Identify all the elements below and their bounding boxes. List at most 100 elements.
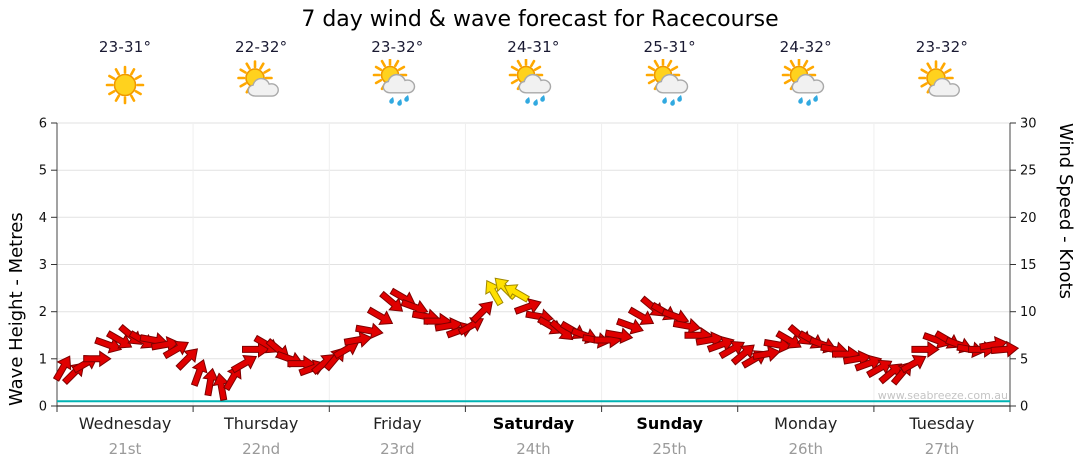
x-label-column: Thursday 22nd <box>193 414 329 458</box>
x-label-column: Saturday 24th <box>465 414 601 458</box>
wind-arrow <box>71 355 99 374</box>
wind-arrow <box>752 345 781 362</box>
wind-arrow <box>604 327 634 345</box>
day-date: 22nd <box>242 440 281 458</box>
weather-icon-art <box>918 60 960 97</box>
right-axis-label: Wind Speed - Knots <box>1055 123 1076 299</box>
day-date: 23rd <box>380 440 415 458</box>
weather-icon-art <box>237 60 280 97</box>
wind-arrow <box>485 279 504 307</box>
temperature-range: 24-31° <box>507 38 560 56</box>
wave-axis-tick: 5 <box>39 164 47 179</box>
x-label-column: Sunday 25th <box>602 414 738 458</box>
temperature-range: 24-32° <box>779 38 832 56</box>
weather-icon-showers <box>371 57 423 111</box>
wind-arrow <box>900 355 927 374</box>
day-date: 24th <box>516 440 551 458</box>
wind-arrow <box>616 317 644 335</box>
wind-arrow <box>52 355 72 382</box>
wind-arrow <box>83 350 112 368</box>
day-date: 21st <box>108 440 142 458</box>
weather-icon-showers <box>780 57 832 111</box>
day-date: 26th <box>788 440 823 458</box>
weather-icon-art <box>105 65 145 105</box>
wind-axis-tick: 5 <box>1020 352 1028 367</box>
wind-axis-tick: 25 <box>1020 164 1037 179</box>
wind-arrow <box>627 306 655 325</box>
weather-icon-art <box>509 57 552 106</box>
wave-axis-tick: 4 <box>39 211 47 226</box>
day-name: Thursday <box>223 414 299 433</box>
wave-axis-tick: 0 <box>39 400 47 415</box>
wind-axis-tick: 15 <box>1020 258 1037 273</box>
day-header: 22-32° <box>193 38 329 111</box>
day-header: 24-31° <box>465 38 601 111</box>
wind-arrow <box>672 317 702 335</box>
day-name: Sunday <box>636 414 703 433</box>
weather-icon-partly-cloudy <box>916 59 968 111</box>
day-header: 25-31° <box>602 38 738 111</box>
temperature-range: 23-31° <box>98 38 152 56</box>
wind-arrow <box>175 348 199 371</box>
wind-axis-tick: 0 <box>1020 400 1028 415</box>
watermark: www.seabreeze.com.au <box>877 389 1008 402</box>
wind-arrow <box>911 340 940 358</box>
wind-arrow <box>730 344 755 366</box>
wind-arrow <box>503 284 530 303</box>
wave-axis-tick: 1 <box>39 352 47 367</box>
day-date: 27th <box>924 440 960 458</box>
weather-icon-sunny <box>99 59 151 111</box>
page-title: 7 day wind & wave forecast for Racecours… <box>301 7 779 32</box>
wind-arrow <box>105 330 133 349</box>
temperature-range: 23-32° <box>371 38 424 56</box>
weather-icon-art <box>781 57 824 106</box>
day-name: Monday <box>774 414 838 433</box>
wind-arrow <box>775 330 802 349</box>
weather-icon-art <box>373 57 416 106</box>
temperature-range: 22-32° <box>234 38 288 56</box>
wind-arrow <box>379 290 404 312</box>
wind-arrow <box>355 322 384 340</box>
day-header: 24-32° <box>738 38 874 111</box>
wind-arrow <box>212 372 230 402</box>
wind-axis-tick: 20 <box>1020 211 1037 226</box>
wind-arrow <box>763 336 793 354</box>
wind-arrow <box>457 317 484 336</box>
wind-arrow <box>718 340 745 360</box>
weather-icon-art <box>645 57 688 106</box>
day-header: 23-32° <box>874 38 1010 111</box>
day-date: 25th <box>652 440 687 458</box>
x-label-column: Wednesday 21st <box>57 414 193 458</box>
temperature-range: 23-32° <box>915 38 969 56</box>
x-label-column: Monday 26th <box>738 414 874 458</box>
wind-arrow <box>470 301 493 324</box>
wave-axis-tick: 2 <box>39 305 47 320</box>
wind-arrow <box>162 340 189 360</box>
wind-arrow <box>230 355 258 374</box>
x-label-column: Tuesday 27th <box>874 414 1010 458</box>
wind-arrow <box>343 331 373 348</box>
day-name: Saturday <box>492 414 575 433</box>
wind-axis-tick: 30 <box>1020 117 1037 132</box>
wind-arrow <box>202 367 219 397</box>
temperature-range: 25-31° <box>643 38 696 56</box>
x-label-column: Friday 23rd <box>329 414 465 458</box>
left-axis-label: Wave Height - Metres <box>6 212 27 406</box>
weather-icon-showers <box>507 57 559 111</box>
day-name: Tuesday <box>909 414 975 433</box>
wind-arrow <box>190 359 208 387</box>
day-header: 23-31° <box>57 38 193 111</box>
weather-icon-showers <box>644 57 696 111</box>
day-name: Wednesday <box>78 414 172 433</box>
day-header: 23-32° <box>329 38 465 111</box>
wind-arrow <box>366 306 394 325</box>
wind-arrow <box>513 298 542 315</box>
wind-arrow <box>866 359 893 379</box>
weather-icon-partly-cloudy <box>235 59 287 111</box>
wind-arrow <box>990 340 1020 358</box>
day-name: Friday <box>373 414 422 433</box>
wind-axis-tick: 10 <box>1020 305 1037 320</box>
